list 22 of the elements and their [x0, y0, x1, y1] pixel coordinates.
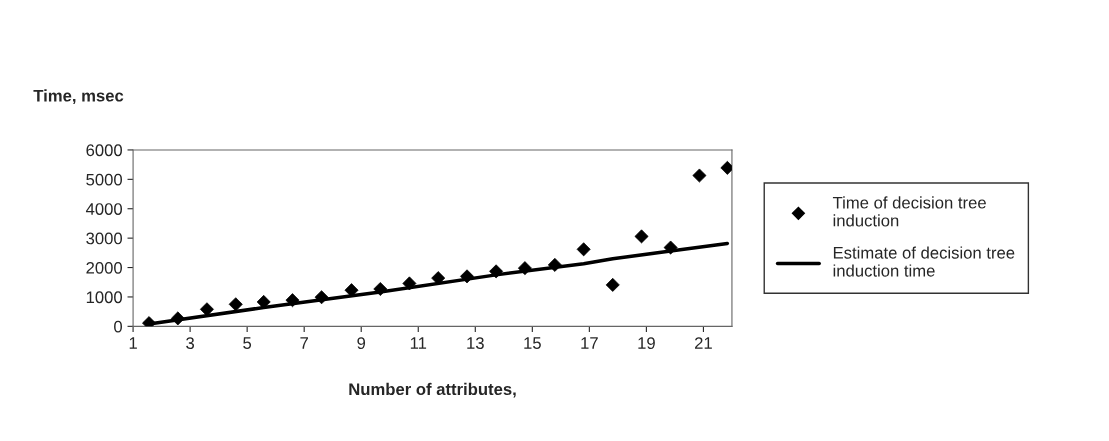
x-tick-label: 17 [581, 337, 598, 349]
y-tick-label: 0 [114, 320, 123, 333]
x-axis-title: Number of attributes, [349, 382, 516, 398]
legend-label: Time of decision tree induction [832, 196, 986, 227]
y-tick-label: 1000 [86, 291, 123, 304]
y-tick-label: 5000 [86, 173, 123, 186]
y-tick-label: 2000 [86, 261, 123, 274]
x-tick-label: 3 [186, 337, 195, 349]
x-tick-label: 9 [357, 337, 366, 349]
x-tick-label: 13 [467, 337, 484, 349]
x-tick-label: 7 [300, 337, 308, 349]
x-tick-label: 19 [638, 337, 655, 349]
x-tick-label: 11 [410, 337, 427, 349]
y-tick-label: 4000 [85, 203, 123, 215]
x-tick-label: 1 [129, 337, 137, 349]
x-tick-label: 15 [524, 337, 541, 349]
x-tick-label: 5 [243, 337, 252, 349]
y-tick-label: 6000 [86, 144, 123, 157]
legend-label: Estimate of decision tree induction time [833, 246, 1015, 277]
y-tick-label: 3000 [86, 232, 123, 245]
y-axis-title: Time, msec [33, 89, 124, 105]
x-tick-label: 21 [694, 337, 712, 349]
